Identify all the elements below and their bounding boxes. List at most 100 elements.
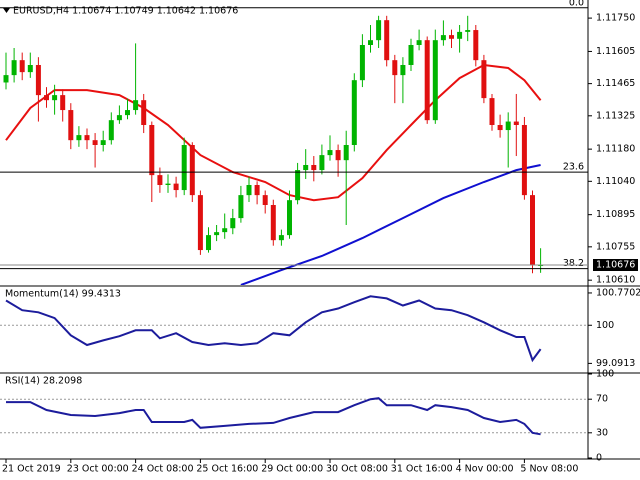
candle-body bbox=[376, 20, 382, 41]
last-price-box bbox=[593, 259, 638, 271]
plot-area bbox=[3, 15, 544, 285]
candle-body bbox=[303, 165, 309, 171]
y-tick-label: 1.11605 bbox=[596, 46, 635, 57]
candle-body bbox=[197, 195, 203, 251]
y-tick-label: 1.11465 bbox=[596, 78, 635, 89]
candle-body bbox=[489, 98, 495, 125]
candle-body bbox=[214, 232, 220, 236]
candle-body bbox=[400, 65, 406, 76]
candle-body bbox=[44, 95, 49, 101]
moving-average bbox=[5, 63, 542, 202]
y-tick-label: 1.11180 bbox=[596, 144, 635, 155]
candle-body bbox=[530, 195, 535, 266]
menu-icon bbox=[3, 8, 10, 13]
y-tick-label: 1.11040 bbox=[596, 176, 635, 187]
candle-body bbox=[181, 145, 187, 191]
last-price-label: 1.10676 bbox=[596, 260, 635, 271]
plot-area bbox=[0, 397, 588, 436]
candle-body bbox=[149, 125, 155, 176]
fib-level-label: 23.6 bbox=[563, 162, 584, 173]
candle-body bbox=[465, 30, 471, 32]
candle-body bbox=[246, 185, 252, 196]
candle-body bbox=[173, 183, 179, 191]
x-tick-label: 25 Oct 16:00 bbox=[196, 464, 258, 475]
x-tick-label: 4 Nov 00:00 bbox=[456, 464, 514, 475]
y-tick-label: 100.7702 bbox=[596, 287, 640, 298]
x-tick-label: 31 Oct 16:00 bbox=[391, 464, 453, 475]
candle-body bbox=[295, 170, 301, 201]
candle-body bbox=[497, 125, 503, 131]
candle-body bbox=[141, 100, 147, 125]
y-tick-label: 30 bbox=[596, 427, 608, 438]
x-tick-label: 24 Oct 08:00 bbox=[132, 464, 194, 475]
candle-body bbox=[384, 20, 390, 61]
candle-body bbox=[222, 228, 228, 233]
y-tick-label: 0 bbox=[596, 453, 602, 464]
candle-body bbox=[206, 235, 211, 251]
candle-body bbox=[189, 145, 195, 196]
x-tick-label: 5 Nov 08:00 bbox=[520, 464, 578, 475]
x-tick-label: 30 Oct 08:00 bbox=[326, 464, 388, 475]
fib-level-label: 38.2 bbox=[563, 258, 584, 269]
candle-body bbox=[473, 30, 479, 61]
y-tick-label: 70 bbox=[596, 394, 608, 405]
candle-body bbox=[133, 100, 139, 111]
candle-body bbox=[335, 150, 341, 161]
candle-body bbox=[84, 135, 90, 141]
candle-body bbox=[116, 115, 122, 121]
candle-body bbox=[416, 40, 422, 45]
candle-body bbox=[52, 95, 58, 101]
y-tick-label: 1.11750 bbox=[596, 13, 635, 24]
candle-body bbox=[92, 140, 98, 145]
x-tick-label: 29 Oct 00:00 bbox=[261, 464, 323, 475]
candle-body bbox=[343, 145, 349, 161]
candle-body bbox=[11, 60, 17, 76]
candle-body bbox=[254, 185, 260, 196]
y-tick-label: 100 bbox=[596, 369, 614, 380]
candle-body bbox=[408, 45, 414, 65]
candle-body bbox=[230, 218, 236, 229]
x-tick-label: 23 Oct 00:00 bbox=[67, 464, 129, 475]
y-tick-label: 1.10755 bbox=[596, 241, 635, 252]
indicator-line bbox=[6, 397, 541, 436]
candle-body bbox=[100, 140, 106, 145]
candle-body bbox=[449, 35, 454, 39]
candle-body bbox=[68, 110, 74, 141]
candle-body bbox=[165, 183, 171, 185]
candle-body bbox=[424, 40, 430, 121]
candle-body bbox=[287, 200, 292, 236]
candle-body bbox=[521, 125, 527, 196]
candle-body bbox=[76, 135, 82, 141]
indicator-title: Momentum(14) 99.4313 bbox=[5, 289, 121, 300]
candle-body bbox=[35, 65, 41, 96]
x-tick-label: 21 Oct 2019 bbox=[2, 464, 61, 475]
candle-body bbox=[108, 120, 114, 141]
y-tick-label: 99.0913 bbox=[596, 358, 635, 369]
candle-body bbox=[319, 155, 325, 171]
y-tick-label: 1.10610 bbox=[596, 275, 635, 286]
plot-area bbox=[0, 295, 588, 363]
candle-body bbox=[368, 40, 373, 45]
candle-body bbox=[262, 195, 268, 205]
candle-body bbox=[278, 235, 284, 241]
y-tick-label: 1.10895 bbox=[596, 209, 635, 220]
y-tick-label: 100 bbox=[596, 320, 614, 331]
candle-body bbox=[125, 110, 130, 116]
candle-body bbox=[481, 60, 487, 99]
candle-body bbox=[157, 175, 163, 185]
candle-body bbox=[440, 35, 446, 41]
indicator-line bbox=[5, 295, 542, 363]
candle-body bbox=[327, 150, 333, 156]
candle-body bbox=[311, 165, 317, 171]
candle-body bbox=[505, 121, 511, 131]
candle-body bbox=[513, 121, 519, 125]
candle-body bbox=[457, 31, 463, 39]
candle-body bbox=[270, 205, 276, 241]
candle-body bbox=[60, 95, 66, 111]
candle-body bbox=[351, 80, 357, 145]
candle-body bbox=[238, 195, 244, 219]
candle-body bbox=[392, 60, 398, 76]
